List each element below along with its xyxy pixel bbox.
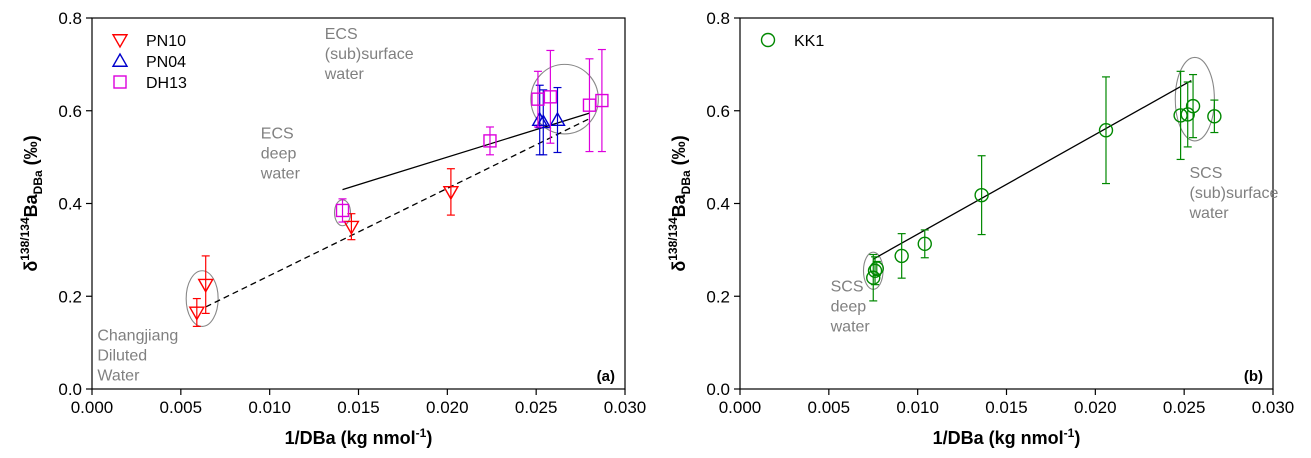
data-point [867, 263, 883, 278]
series-pn10 [188, 168, 460, 327]
x-axis-title: 1/DBa (kg nmol-1) [285, 426, 433, 448]
legend-marker-dh13 [113, 75, 127, 89]
y-tick-label: 0.2 [58, 287, 82, 306]
y-tick-label: 0.0 [706, 380, 730, 399]
data-point [1180, 107, 1195, 122]
y-axis-title: δ138/134BaDBa (‰) [666, 135, 693, 271]
regression-line [872, 80, 1192, 260]
x-tick-label: 0.025 [1163, 398, 1206, 417]
region-label: ECS deep water [260, 126, 301, 183]
y-tick-label: 0.0 [58, 380, 82, 399]
x-tick-label: 0.000 [719, 398, 762, 417]
y-tick-label: 0.6 [58, 102, 82, 121]
data-point [335, 203, 350, 218]
data-point [1185, 98, 1201, 114]
data-point [535, 113, 552, 129]
x-tick-label: 0.030 [604, 398, 647, 417]
y-tick-label: 0.4 [706, 195, 730, 214]
data-point [531, 111, 548, 126]
data-point [917, 236, 932, 252]
data-point [197, 278, 214, 294]
x-tick-label: 0.015 [985, 398, 1028, 417]
series-dh13 [335, 48, 609, 223]
region-label: ECS (sub)surface water [324, 26, 414, 83]
data-point [549, 111, 566, 126]
y-tick-label: 0.8 [58, 9, 82, 28]
region-ellipse [1174, 56, 1215, 142]
data-point [595, 93, 609, 108]
data-point [974, 187, 989, 203]
chart-panel-a: 0.000 0.005 0.010 0.015 0.020 0.025 0.030 0.0 0.… [18, 9, 646, 448]
y-tick-label: 0.4 [58, 195, 82, 214]
data-point [869, 261, 885, 276]
legend-marker-kk1 [760, 32, 776, 48]
region-label: Changjiang Diluted Water [97, 327, 178, 384]
x-tick-label: 0.010 [248, 398, 291, 417]
legend-label: KK1 [794, 33, 824, 50]
legend: KK1 [760, 32, 824, 50]
legend-marker-pn10 [111, 34, 129, 49]
x-tick-label: 0.025 [515, 398, 558, 417]
panel-label: (a) [597, 368, 615, 385]
region-ellipse [185, 270, 219, 327]
data-point [343, 220, 360, 236]
region-label: SCS (sub)surface water [1188, 165, 1278, 222]
y-tick-label: 0.2 [706, 287, 730, 306]
legend-label: PN10 [146, 33, 186, 50]
x-tick-label: 0.015 [337, 398, 380, 417]
x-tick-label: 0.000 [71, 398, 114, 417]
data-point [1173, 108, 1188, 123]
legend-label: DH13 [146, 75, 187, 92]
y-axis-title: δ138/134BaDBa (‰) [18, 135, 45, 271]
data-point [483, 134, 497, 148]
data-point [866, 270, 881, 285]
data-point [1098, 123, 1114, 138]
x-tick-label: 0.020 [426, 398, 469, 417]
legend-marker-pn04 [111, 52, 129, 67]
data-point [894, 248, 909, 264]
region-label: SCS deep water [830, 279, 871, 336]
data-point [543, 90, 558, 104]
series-kk1 [866, 70, 1222, 302]
x-tick-label: 0.010 [896, 398, 939, 417]
y-tick-label: 0.8 [706, 9, 730, 28]
legend: PN10 PN04 DH13 [111, 33, 187, 92]
regression-line [342, 112, 590, 191]
x-axis-title: 1/DBa (kg nmol-1) [933, 426, 1081, 448]
data-point [188, 306, 206, 321]
x-tick-label: 0.005 [808, 398, 851, 417]
panel-label: (b) [1244, 368, 1263, 385]
x-tick-label: 0.005 [160, 398, 203, 417]
x-tick-label: 0.020 [1074, 398, 1117, 417]
x-tick-label: 0.030 [1252, 398, 1295, 417]
legend-label: PN04 [146, 54, 186, 71]
regression-line-dashed [205, 118, 590, 308]
y-tick-label: 0.6 [706, 102, 730, 121]
data-point [442, 185, 460, 201]
chart-panel-b: 0.000 0.005 0.010 0.015 0.020 0.025 0.030 0.0 0.… [666, 9, 1294, 448]
region-ellipse [530, 63, 599, 135]
plot-frame [739, 17, 1274, 390]
data-point [1207, 109, 1222, 124]
